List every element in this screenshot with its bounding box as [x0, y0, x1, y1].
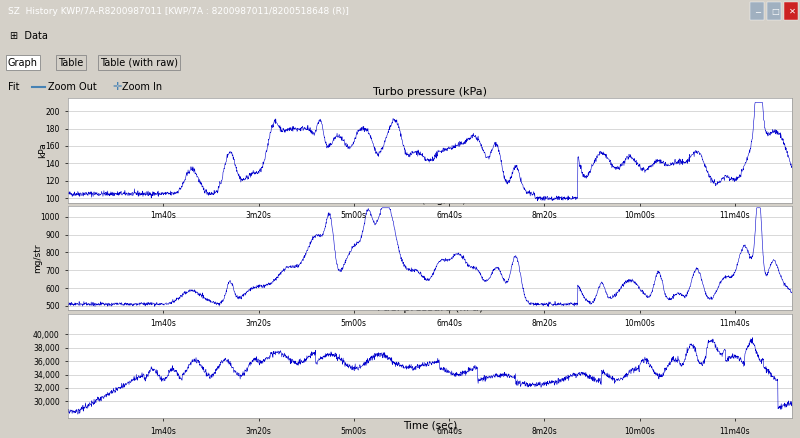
Text: ⊞  Data: ⊞ Data	[10, 32, 48, 41]
Text: Zoom In: Zoom In	[122, 82, 162, 92]
Text: Time (sec): Time (sec)	[403, 420, 457, 431]
Title: Turbo pressure (kPa): Turbo pressure (kPa)	[373, 87, 487, 97]
Text: SZ  History KWP/7A-R8200987011 [KWP/7A : 8200987011/8200518648 (R)]: SZ History KWP/7A-R8200987011 [KWP/7A : …	[8, 7, 349, 16]
Text: Graph: Graph	[8, 58, 38, 67]
Text: Table: Table	[58, 58, 83, 67]
Title: Fuel pressure (kPa): Fuel pressure (kPa)	[377, 303, 483, 313]
Bar	[750, 2, 764, 21]
Text: Fit: Fit	[8, 82, 19, 92]
Bar	[784, 2, 798, 21]
Y-axis label: kPa: kPa	[38, 142, 47, 158]
Title: MAF (mg/str): MAF (mg/str)	[394, 195, 466, 205]
Text: ✛: ✛	[112, 82, 122, 92]
Text: □: □	[771, 7, 779, 16]
Text: ─: ─	[755, 7, 761, 16]
Bar	[767, 2, 781, 21]
Text: Table (with raw): Table (with raw)	[100, 58, 178, 67]
Text: Zoom Out: Zoom Out	[48, 82, 97, 92]
Y-axis label: mg/str: mg/str	[33, 244, 42, 273]
Text: ✕: ✕	[789, 7, 795, 16]
